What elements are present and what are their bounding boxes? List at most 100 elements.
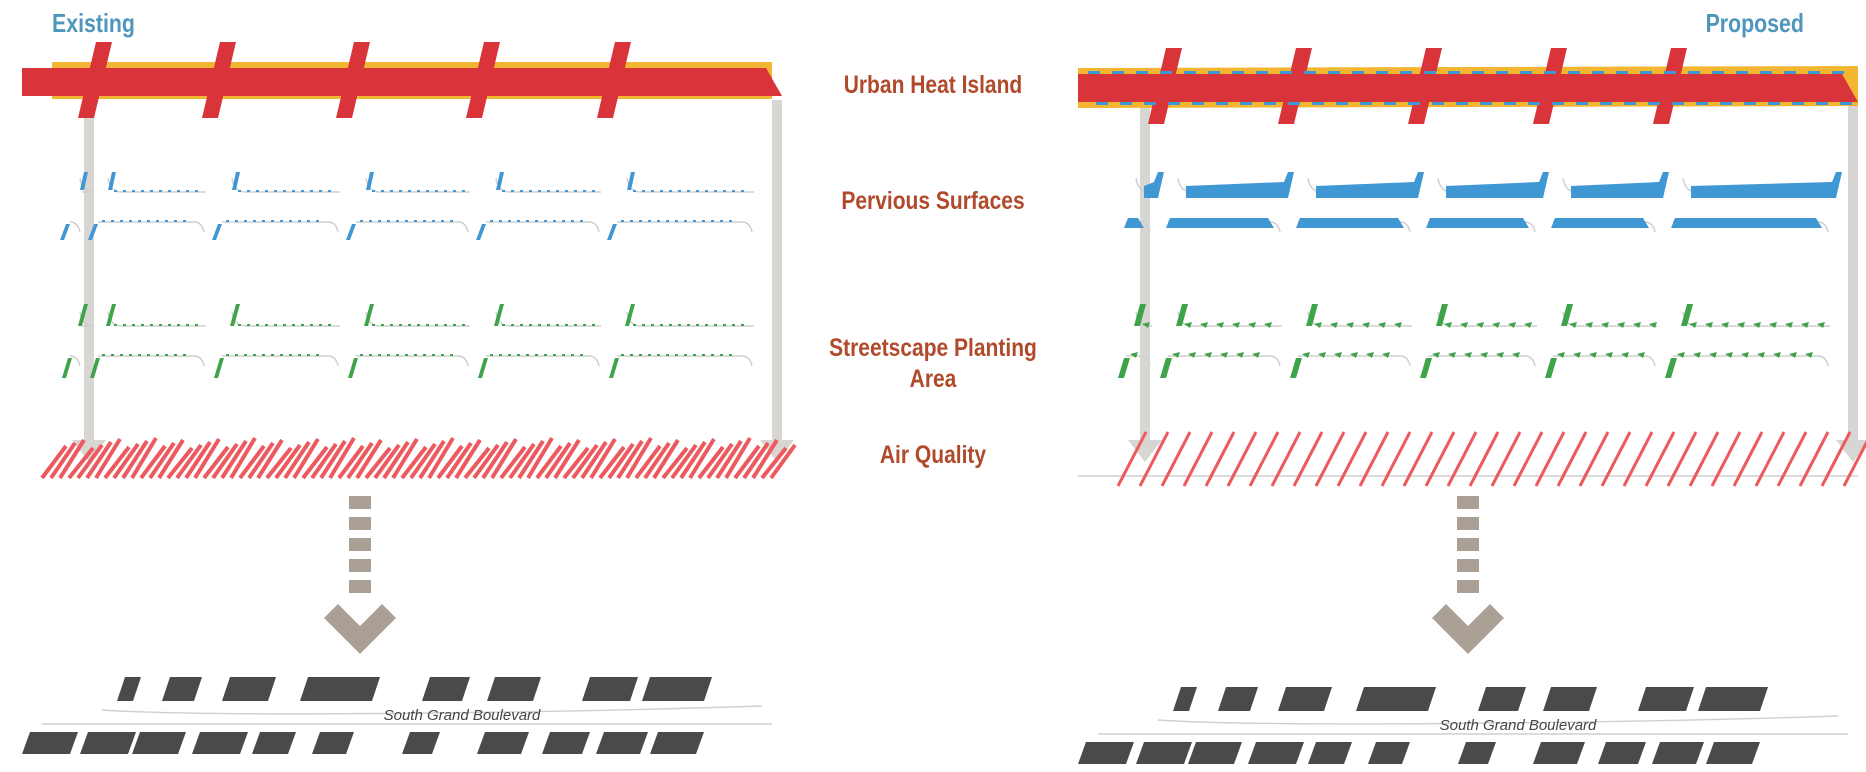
pervious-dot xyxy=(381,190,384,192)
air-hatch xyxy=(697,445,725,480)
pervious-dot xyxy=(696,190,699,192)
pervious-dot xyxy=(159,190,162,192)
connector-bar xyxy=(84,100,94,450)
heat-blue-dash xyxy=(1240,102,1252,105)
planting-dot xyxy=(651,324,654,326)
heat-blue-dash xyxy=(1768,102,1780,105)
air-hatch xyxy=(1820,431,1852,487)
planting-dot xyxy=(159,324,162,326)
air-hatch xyxy=(220,439,248,480)
heat-blue-dash xyxy=(1576,102,1588,105)
air-hatch xyxy=(535,444,563,480)
air-hatch xyxy=(589,437,617,480)
planting-tick xyxy=(1420,358,1432,378)
planting-dot xyxy=(369,354,372,356)
pervious-dot xyxy=(462,190,465,192)
air-hatch xyxy=(1336,431,1368,487)
air-hatch xyxy=(391,437,419,480)
planting-leaf xyxy=(1248,322,1256,328)
air-hatch xyxy=(265,446,293,480)
planting-dot xyxy=(262,354,265,356)
pervious-street-outline xyxy=(1126,177,1830,233)
planting-dot xyxy=(301,324,304,326)
building xyxy=(1188,742,1242,764)
planting-leaf xyxy=(1142,322,1150,328)
air-hatch xyxy=(157,438,185,480)
heat-blue-dash xyxy=(1264,102,1276,105)
planting-leaf xyxy=(1188,352,1196,358)
air-hatch xyxy=(148,441,176,480)
planting-dot xyxy=(517,354,520,356)
planting-dot xyxy=(508,354,511,356)
proposed-panel: South Grand Boulevard xyxy=(1078,48,1866,764)
planting-dot xyxy=(256,324,259,326)
heat-band xyxy=(22,68,782,96)
heat-blue-dash xyxy=(1096,102,1108,105)
building xyxy=(642,677,712,701)
air-hatch xyxy=(598,445,626,480)
building xyxy=(1652,742,1704,764)
pervious-dot xyxy=(132,190,135,192)
existing-heading: Existing xyxy=(52,8,135,38)
heat-blue-dash xyxy=(1648,102,1660,105)
planting-leaf xyxy=(1741,352,1749,358)
pervious-dot xyxy=(651,190,654,192)
planting-leaf xyxy=(1172,352,1180,358)
air-hatch xyxy=(562,446,590,480)
pervious-dot xyxy=(369,220,372,222)
pervious-strip-bottom xyxy=(1671,218,1822,228)
planting-leaf xyxy=(1200,322,1208,328)
planting-tick xyxy=(1665,358,1677,378)
planting-dot xyxy=(432,354,435,356)
pervious-dot xyxy=(729,220,732,222)
planting-dot xyxy=(435,324,438,326)
pervious-dot xyxy=(432,220,435,222)
pervious-dot xyxy=(396,220,399,222)
pervious-dot xyxy=(256,190,259,192)
planting-tick xyxy=(348,358,358,378)
air-hatch xyxy=(229,436,257,480)
heat-blue-dash xyxy=(1616,71,1628,74)
planting-dot xyxy=(529,324,532,326)
pervious-dot xyxy=(669,190,672,192)
pervious-tick xyxy=(80,172,88,190)
air-hatch xyxy=(310,442,338,480)
planting-leaf xyxy=(1130,352,1138,358)
planting-leaf xyxy=(1432,352,1440,358)
pervious-dot xyxy=(280,220,283,222)
planting-dot xyxy=(399,324,402,326)
pervious-tick xyxy=(232,172,240,190)
pervious-dot xyxy=(265,190,268,192)
air-hatch xyxy=(472,443,500,480)
air-hatch xyxy=(553,438,581,480)
pervious-strip-bottom xyxy=(1426,218,1529,228)
planting-leaf xyxy=(1705,322,1713,328)
air-hatch xyxy=(139,444,167,480)
air-hatch xyxy=(634,444,662,480)
planting-leaf xyxy=(1769,322,1777,328)
pervious-dot xyxy=(553,220,556,222)
pervious-tick xyxy=(212,224,222,240)
planting-dot xyxy=(714,324,717,326)
air-hatch xyxy=(1600,431,1632,487)
planting-leaf xyxy=(1709,352,1717,358)
pervious-tick xyxy=(60,224,70,240)
planting-tick xyxy=(62,358,72,378)
air-hatch xyxy=(760,446,788,480)
planting-tick xyxy=(90,358,100,378)
flow-arrow-dash xyxy=(349,517,371,530)
planting-dot xyxy=(511,324,514,326)
building xyxy=(650,732,704,754)
planting-dot xyxy=(132,324,135,326)
air-hatch xyxy=(85,440,113,480)
heat-blue-dash xyxy=(1640,71,1652,74)
air-hatch xyxy=(382,440,410,480)
building xyxy=(477,732,529,754)
pervious-dot xyxy=(687,190,690,192)
planting-leaf xyxy=(1350,352,1358,358)
planting-dot xyxy=(678,324,681,326)
heat-cross-street xyxy=(336,42,370,118)
planting-dot xyxy=(298,354,301,356)
pervious-dot xyxy=(666,220,669,222)
